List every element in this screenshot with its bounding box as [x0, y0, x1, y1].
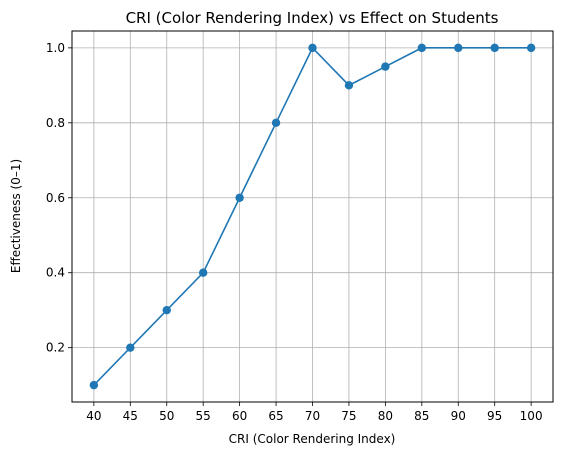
- data-point: [490, 43, 499, 53]
- x-tick-label: 75: [341, 409, 356, 423]
- data-point: [417, 43, 427, 53]
- data-point: [454, 43, 463, 53]
- chart-title: CRI (Color Rendering Index) vs Effect on…: [126, 9, 499, 27]
- x-axis-label: CRI (Color Rendering Index): [229, 432, 396, 446]
- x-tick-label: 80: [378, 409, 393, 423]
- y-axis-label: Effectiveness (0–1): [9, 159, 23, 273]
- y-tick-label: 0.4: [46, 266, 65, 280]
- y-tick-label: 0.2: [46, 341, 65, 355]
- data-point: [235, 193, 244, 202]
- y-tick-label: 0.8: [46, 116, 65, 130]
- data-point: [126, 343, 135, 352]
- series-group: [89, 43, 536, 390]
- y-tick-label: 0.6: [46, 191, 65, 205]
- y-tick-label: 1.0: [46, 41, 65, 55]
- x-tick-label: 100: [520, 409, 543, 423]
- x-tick-label: 45: [123, 409, 138, 423]
- data-point: [162, 305, 171, 315]
- x-tick-label: 60: [232, 409, 247, 423]
- x-tick-label: 70: [305, 409, 320, 423]
- x-tick-label: 65: [268, 409, 283, 423]
- data-point: [526, 43, 536, 53]
- x-tick-label: 90: [451, 409, 466, 423]
- x-tick-label: 55: [196, 409, 211, 423]
- x-tick-label: 85: [414, 409, 429, 423]
- axis-ticks: 40 45 50 55 60 65 70 75 80 85 90 95 100 0.2 0.4 0.6 0.8 1…: [46, 41, 543, 423]
- data-point: [381, 62, 390, 71]
- data-point: [271, 118, 281, 128]
- x-tick-label: 40: [86, 409, 101, 423]
- data-point: [344, 81, 354, 90]
- x-tick-label: 95: [487, 409, 502, 423]
- data-point: [198, 268, 208, 277]
- data-point: [308, 43, 317, 53]
- x-tick-label: 50: [159, 409, 174, 423]
- data-point: [89, 380, 99, 390]
